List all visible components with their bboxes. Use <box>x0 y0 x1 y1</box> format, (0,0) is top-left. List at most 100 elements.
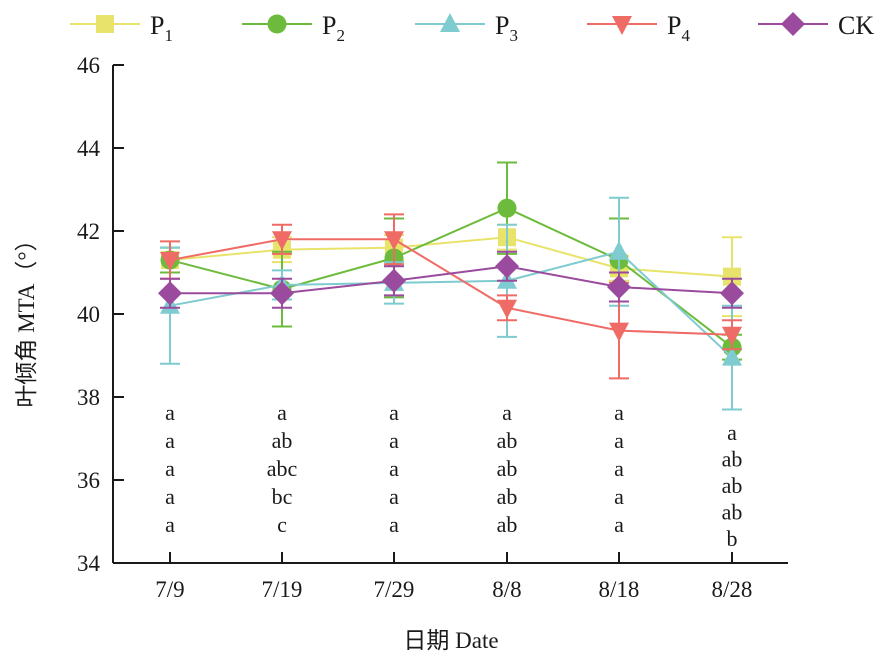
data-point <box>723 267 741 286</box>
legend-label-main: CK <box>838 11 874 40</box>
legend-label: P1 <box>150 11 173 45</box>
y-tick-label: 38 <box>77 385 100 410</box>
significance-letter: c <box>277 512 287 537</box>
significance-letter: a <box>389 512 399 537</box>
series-ck <box>158 250 744 309</box>
data-point <box>158 281 182 306</box>
x-tick-label: 7/29 <box>374 577 415 602</box>
significance-letter: b <box>727 526 738 551</box>
significance-letter: ab <box>272 428 293 453</box>
legend: P1 P2 P3 P4 CK <box>70 11 874 45</box>
significance-letter: a <box>165 428 175 453</box>
significance-letter: ab <box>497 428 518 453</box>
legend-marker-triangle-up <box>440 13 460 32</box>
legend-label: P4 <box>667 11 690 45</box>
x-axis-title: 日期 Date <box>403 628 498 653</box>
legend-label-subscript: 2 <box>336 26 345 45</box>
legend-item: P3 <box>415 11 518 45</box>
data-point <box>497 299 517 319</box>
legend-marker-triangle-down <box>612 16 632 35</box>
series-p1 <box>160 223 742 318</box>
significance-letter: ab <box>497 484 518 509</box>
significance-letter: bc <box>272 484 293 509</box>
series-layer <box>158 161 744 411</box>
legend-marker-circle <box>267 14 287 34</box>
legend-label-main: P <box>322 11 336 40</box>
x-tick-label: 8/8 <box>492 577 521 602</box>
x-tick-label: 8/18 <box>599 577 640 602</box>
y-axis-title: 叶倾角 MTA（°） <box>14 228 39 407</box>
data-point <box>609 322 629 342</box>
legend-item: CK <box>758 11 874 40</box>
significance-letters: aaaaaaababcbccaaaaaaababababaaaaaaababab… <box>165 400 742 551</box>
series-line <box>169 236 733 278</box>
data-point <box>609 240 629 260</box>
legend-label: P2 <box>322 11 345 45</box>
y-tick-label: 44 <box>77 136 101 161</box>
series-p4 <box>160 213 742 380</box>
legend-item: P1 <box>70 11 173 45</box>
data-point <box>607 275 631 300</box>
y-tick-label: 40 <box>77 302 100 327</box>
significance-letter: a <box>165 456 175 481</box>
legend-label: CK <box>838 11 874 40</box>
x-tick-label: 7/9 <box>155 577 184 602</box>
data-point <box>497 198 517 218</box>
x-tick-label: 7/19 <box>262 577 303 602</box>
significance-letter: a <box>389 400 399 425</box>
legend-label-subscript: 4 <box>681 26 690 45</box>
x-tick-label: 8/28 <box>712 577 753 602</box>
legend-label-subscript: 3 <box>509 26 518 45</box>
data-point <box>382 268 406 293</box>
legend-item: P2 <box>242 11 345 45</box>
y-tick-label: 36 <box>77 468 100 493</box>
significance-letter: abc <box>267 456 298 481</box>
data-point <box>384 231 404 251</box>
x-ticks: 7/9 7/19 7/29 8/8 8/18 8/28 <box>155 552 752 602</box>
significance-letter: a <box>614 484 624 509</box>
legend-item: P4 <box>587 11 690 45</box>
significance-letter: a <box>277 400 287 425</box>
significance-letter: a <box>614 512 624 537</box>
legend-label-main: P <box>495 11 509 40</box>
significance-letter: a <box>614 400 624 425</box>
significance-letter: a <box>389 484 399 509</box>
data-point <box>720 281 744 306</box>
series-p3 <box>160 196 742 411</box>
significance-letter: ab <box>722 447 743 472</box>
significance-letter: ab <box>722 473 743 498</box>
significance-letter: a <box>502 400 512 425</box>
data-point <box>160 252 180 272</box>
legend-label: P3 <box>495 11 518 45</box>
data-point <box>270 281 294 306</box>
significance-letter: ab <box>722 500 743 525</box>
significance-letter: a <box>727 420 737 445</box>
data-point <box>722 346 742 366</box>
legend-label-subscript: 1 <box>164 26 173 45</box>
series-line <box>169 207 733 348</box>
significance-letter: a <box>165 484 175 509</box>
y-tick-label: 34 <box>77 551 101 576</box>
significance-letter: a <box>165 400 175 425</box>
legend-label-main: P <box>150 11 164 40</box>
significance-letter: a <box>614 428 624 453</box>
data-point <box>272 231 292 251</box>
legend-marker-diamond <box>781 12 805 36</box>
significance-letter: ab <box>497 512 518 537</box>
data-point <box>495 254 519 279</box>
y-ticks: 34 36 38 40 42 44 46 <box>77 53 124 576</box>
series-line <box>169 250 733 359</box>
significance-letter: a <box>614 456 624 481</box>
y-tick-label: 42 <box>77 219 100 244</box>
series-p2 <box>160 161 742 361</box>
y-tick-label: 46 <box>77 53 100 78</box>
legend-label-main: P <box>667 11 681 40</box>
legend-marker-square <box>96 15 114 33</box>
significance-letter: a <box>389 456 399 481</box>
data-point <box>722 326 742 346</box>
significance-letter: a <box>389 428 399 453</box>
significance-letter: a <box>165 512 175 537</box>
series-line <box>170 265 733 295</box>
series-line <box>169 238 733 336</box>
